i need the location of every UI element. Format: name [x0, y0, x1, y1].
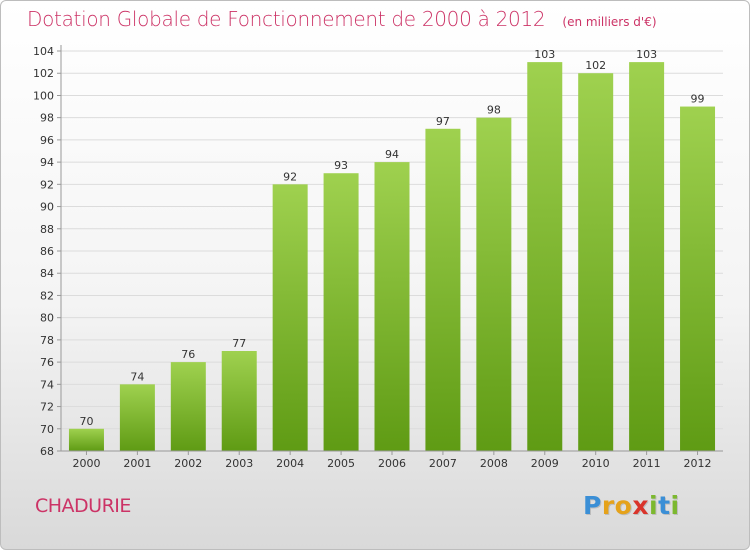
chart-title: Dotation Globale de Fonctionnement de 20… — [27, 7, 546, 31]
y-tick-label: 102 — [33, 67, 54, 80]
y-tick-label: 100 — [33, 89, 54, 102]
bar-value-label: 94 — [385, 148, 399, 161]
bar-value-label: 103 — [636, 48, 657, 61]
bars — [68, 62, 716, 452]
chart-subtitle: (en milliers d'€) — [562, 15, 657, 29]
bar-value-label: 77 — [232, 337, 246, 350]
y-tick-label: 88 — [40, 223, 54, 236]
bar — [425, 128, 461, 451]
y-tick-label: 98 — [40, 112, 54, 125]
x-tick-label: 2003 — [225, 457, 253, 470]
bar-value-label: 99 — [691, 93, 705, 106]
labels: 68 70 72 74 76 78 80 82 84 86 88 90 92 94 96 98 100 102 10… — [33, 45, 712, 470]
commune-name: CHADURIE — [35, 495, 131, 517]
bar-value-label: 93 — [334, 159, 348, 172]
bar-value-label: 74 — [130, 370, 144, 383]
bar — [680, 106, 716, 452]
bar — [323, 173, 359, 451]
y-tick-label: 104 — [33, 45, 54, 58]
logo-letter: P — [583, 491, 602, 520]
y-tick-label: 78 — [40, 334, 54, 347]
bar-value-label: 92 — [283, 170, 297, 183]
x-tick-label: 2007 — [429, 457, 457, 470]
x-tick-label: 2004 — [276, 457, 304, 470]
logo-letter: o — [614, 491, 633, 520]
x-tick-label: 2000 — [72, 457, 100, 470]
bar — [527, 62, 563, 451]
y-tick-label: 90 — [40, 201, 54, 214]
y-tick-label: 84 — [40, 267, 54, 280]
x-tick-label: 2001 — [123, 457, 151, 470]
x-tick-label: 2009 — [531, 457, 559, 470]
logo-letter: x — [632, 491, 649, 520]
bar-value-label: 70 — [79, 415, 93, 428]
logo-letter: i — [670, 491, 680, 520]
y-tick-label: 86 — [40, 245, 54, 258]
bar — [578, 73, 614, 451]
x-tick-label: 2005 — [327, 457, 355, 470]
y-tick-label: 96 — [40, 134, 54, 147]
bar-value-label: 97 — [436, 115, 450, 128]
y-tick-label: 80 — [40, 312, 54, 325]
y-tick-label: 94 — [40, 156, 54, 169]
y-tick-label: 76 — [40, 356, 54, 369]
bar-value-label: 98 — [487, 104, 501, 117]
bar — [374, 162, 410, 451]
y-tick-label: 68 — [40, 445, 54, 458]
proxiti-logo[interactable]: Proxiti — [583, 491, 680, 520]
bar-value-label: 76 — [181, 348, 195, 361]
title-row: Dotation Globale de Fonctionnement de 20… — [27, 7, 657, 31]
x-tick-label: 2006 — [378, 457, 406, 470]
bar — [170, 362, 206, 451]
logo-letter: t — [658, 491, 671, 520]
bar-value-label: 102 — [585, 59, 606, 72]
y-tick-label: 72 — [40, 401, 54, 414]
bar — [629, 62, 665, 451]
y-tick-label: 92 — [40, 178, 54, 191]
bar — [68, 428, 104, 451]
bar — [221, 351, 257, 451]
y-tick-label: 70 — [40, 423, 54, 436]
x-tick-label: 2002 — [174, 457, 202, 470]
bar — [272, 184, 308, 452]
x-tick-label: 2012 — [684, 457, 712, 470]
bar — [119, 384, 155, 451]
bar-value-label: 103 — [534, 48, 555, 61]
x-tick-label: 2010 — [582, 457, 610, 470]
y-tick-label: 74 — [40, 378, 54, 391]
axes — [57, 45, 723, 455]
bar — [476, 117, 512, 452]
logo-letter: r — [601, 491, 615, 520]
y-tick-label: 82 — [40, 289, 54, 302]
logo-letter: i — [649, 491, 659, 520]
x-tick-label: 2011 — [633, 457, 661, 470]
x-tick-label: 2008 — [480, 457, 508, 470]
